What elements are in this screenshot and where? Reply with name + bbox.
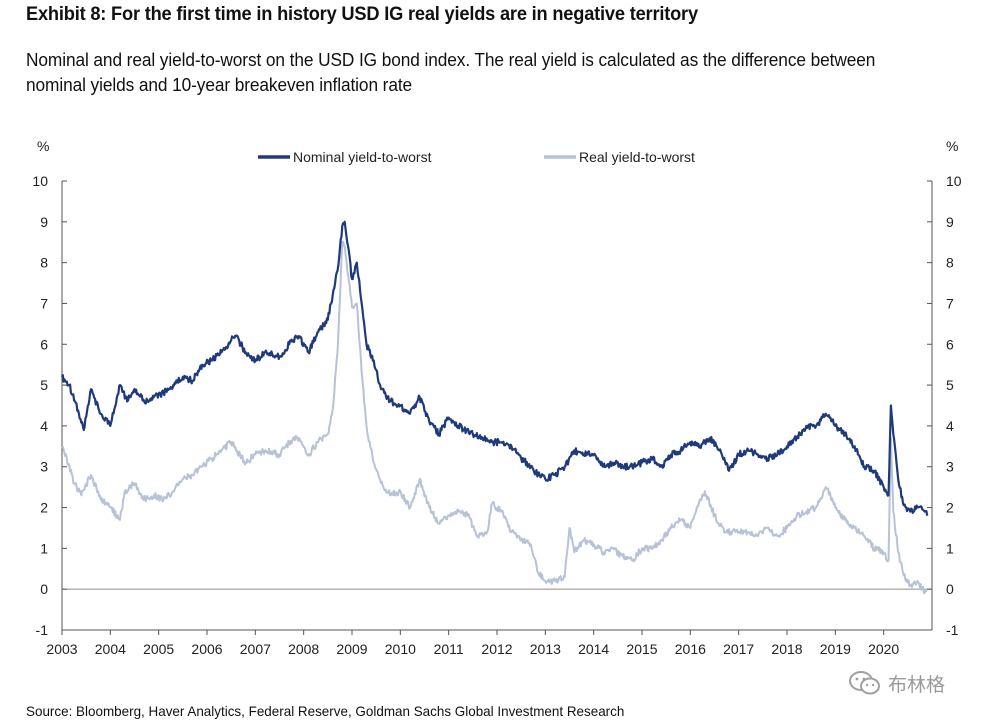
legend-real-label: Real yield-to-worst [579,149,695,165]
x-tick-label: 2006 [191,641,222,657]
y-left-tick-label: 7 [40,295,48,311]
y-left-tick-label: 3 [40,459,48,475]
y-left-tick-label: 2 [40,500,48,516]
y-left-tick-label: 6 [40,336,48,352]
nominal-yield-line [60,220,929,516]
y-right-tick-label: 10 [946,173,962,189]
y-right-tick-label: 8 [946,255,954,271]
series-lines [60,220,929,594]
y-right-tick-label: 5 [946,377,954,393]
x-tick-label: 2012 [481,641,512,657]
y-left-tick-label: 1 [40,540,48,556]
x-tick-label: 2020 [868,641,899,657]
y-right-tick-label: 7 [946,295,954,311]
y-right-tick-label: 9 [946,214,954,230]
y-left-tick-label: 8 [40,255,48,271]
legend-nominal-label: Nominal yield-to-worst [293,149,432,165]
x-tick-label: 2003 [46,641,77,657]
y-right-tick-label: 2 [946,500,954,516]
y-right-tick-label: 3 [946,459,954,475]
exhibit-title: Exhibit 8: For the first time in history… [26,4,698,25]
watermark: 布林格 [848,668,966,698]
x-tick-label: 2016 [675,641,706,657]
x-tick-label: 2015 [626,641,657,657]
y-axis-left-unit: % [37,138,49,154]
y-left-tick-label: 9 [40,214,48,230]
legend: Nominal yield-to-worst Real yield-to-wors… [258,149,695,165]
x-tick-label: 2018 [771,641,802,657]
source-note: Source: Bloomberg, Haver Analytics, Fede… [26,703,625,719]
y-right-tick-label: 1 [946,540,954,556]
x-tick-label: 2010 [385,641,416,657]
y-right-tick-label: 6 [946,336,954,352]
wechat-icon [849,671,880,695]
y-left-tick-label: 0 [40,581,48,597]
x-tick-label: 2008 [288,641,319,657]
x-tick-label: 2005 [143,641,174,657]
exhibit-subtitle: Nominal and real yield-to-worst on the U… [26,50,876,95]
real-yield-line [61,240,928,594]
x-tick-label: 2009 [336,641,367,657]
plot-area [61,181,933,631]
y-left-tick-label: 4 [40,418,48,434]
y-right-tick-label: 0 [946,581,954,597]
y-axis-right-unit: % [946,138,958,154]
x-tick-label: 2017 [723,641,754,657]
x-tick-label: 2007 [240,641,271,657]
y-axis-left: -1 0 1 2 3 4 5 6 7 8 9 10 [32,173,67,638]
y-left-tick-label: 5 [40,377,48,393]
y-right-tick-label: 4 [946,418,954,434]
y-left-tick-label: 10 [32,173,48,189]
x-tick-label: 2019 [820,641,851,657]
x-tick-label: 2014 [578,641,609,657]
y-left-tick-label: -1 [36,622,49,638]
x-tick-label: 2013 [530,641,561,657]
watermark-text: 布林格 [888,674,946,696]
y-right-tick-label: -1 [946,622,959,638]
y-axis-right: -1 0 1 2 3 4 5 6 7 8 9 10 [927,173,962,638]
x-tick-label: 2004 [95,641,126,657]
x-tick-label: 2011 [434,641,464,657]
x-axis: 2003 2004 2005 2006 2007 2008 2009 2010 2011 2012… [46,630,899,657]
